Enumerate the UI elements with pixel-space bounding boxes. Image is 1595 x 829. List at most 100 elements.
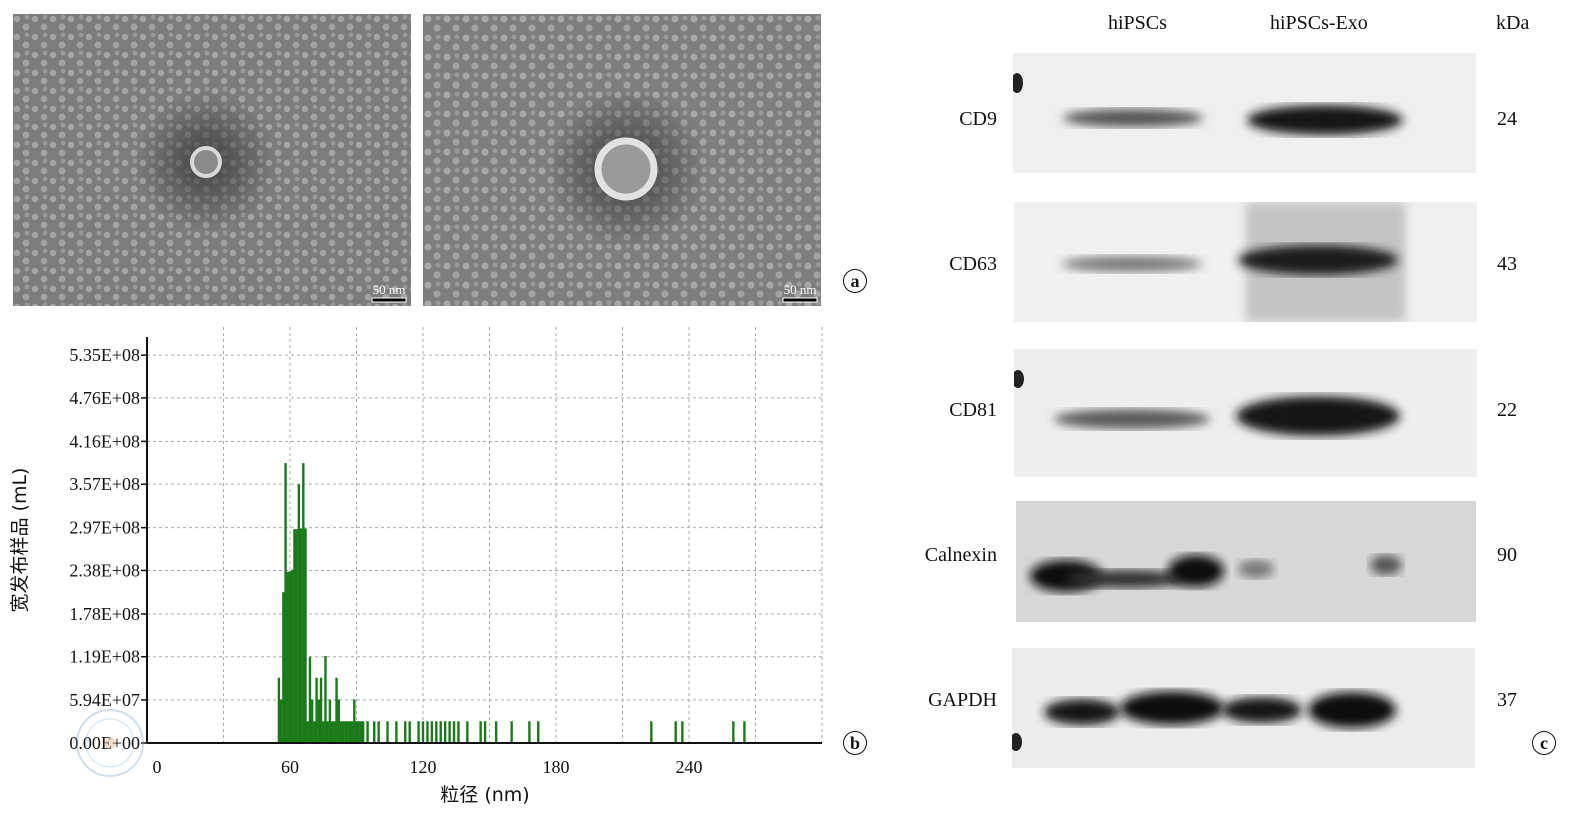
histogram-bar bbox=[293, 529, 296, 743]
histogram-bar bbox=[528, 721, 531, 743]
kda-cd81: 22 bbox=[1497, 399, 1517, 421]
y-tick-label: 2.38E+08 bbox=[69, 560, 140, 580]
blot-strip-cd81 bbox=[1014, 349, 1477, 477]
histogram-bar bbox=[337, 699, 340, 743]
histogram-bar bbox=[366, 721, 369, 743]
histogram-bar bbox=[443, 721, 447, 743]
histogram-bar bbox=[448, 721, 451, 743]
histogram-bar bbox=[279, 699, 283, 743]
histogram-bar bbox=[313, 721, 316, 743]
histogram-bar bbox=[326, 721, 329, 743]
y-tick-label: 1.19E+08 bbox=[69, 647, 140, 667]
panel-badge-b: b bbox=[843, 731, 867, 755]
kda-calnexin: 90 bbox=[1497, 544, 1517, 566]
histogram-bar bbox=[304, 528, 307, 743]
panel-badge-c: c bbox=[1532, 731, 1556, 755]
exosome-vesicle bbox=[190, 146, 222, 178]
histogram-bar bbox=[404, 721, 407, 743]
scale-bar bbox=[371, 297, 407, 303]
histogram-bar bbox=[430, 721, 434, 743]
histogram-bar bbox=[297, 484, 301, 743]
y-tick-label: 5.35E+08 bbox=[69, 345, 140, 365]
histogram-bar bbox=[319, 677, 323, 743]
histogram-bar bbox=[510, 721, 513, 743]
panel-badge-a: a bbox=[843, 269, 867, 293]
blot-strip-cd63 bbox=[1014, 202, 1477, 322]
blot-strip-calnexin bbox=[1016, 501, 1476, 622]
histogram-bar bbox=[344, 721, 347, 743]
y-tick-label: 2.97E+08 bbox=[69, 518, 140, 538]
histogram-bar bbox=[681, 721, 684, 743]
histogram-bar bbox=[310, 699, 314, 743]
histogram-bar bbox=[324, 656, 327, 743]
histogram-bar bbox=[348, 721, 352, 743]
blot-label-cd63: CD63 bbox=[949, 253, 997, 275]
histogram-bar bbox=[284, 463, 287, 743]
y-tick-label: 0.00E+00 bbox=[69, 733, 140, 753]
histogram-bar bbox=[732, 721, 735, 743]
histogram-bar bbox=[355, 721, 358, 743]
histogram-bar bbox=[386, 721, 389, 743]
blot-label-calnexin: Calnexin bbox=[924, 544, 997, 566]
histogram-bar bbox=[537, 721, 540, 743]
histogram-bar bbox=[439, 721, 442, 743]
histogram-bar bbox=[288, 571, 292, 743]
histogram-bar bbox=[282, 592, 285, 743]
histogram-bar bbox=[674, 721, 677, 743]
histogram-bar bbox=[339, 721, 343, 743]
histogram-bar bbox=[452, 721, 456, 743]
tem-image-left: 50 nm bbox=[13, 14, 411, 306]
histogram-bar bbox=[335, 677, 338, 743]
y-tick-label: 5.94E+07 bbox=[69, 690, 140, 710]
column-header-hipscs-exo: hiPSCs-Exo bbox=[1270, 12, 1368, 34]
x-axis-title: 粒径 (nm) bbox=[440, 784, 529, 806]
histogram-bar bbox=[426, 721, 429, 743]
x-tick-label: 0 bbox=[153, 757, 162, 777]
blot-label-cd81: CD81 bbox=[949, 399, 997, 421]
chart-grid bbox=[147, 327, 823, 743]
histogram-bar bbox=[435, 721, 438, 743]
y-tick-label: 1.78E+08 bbox=[69, 604, 140, 624]
scale-bar-label: 50 nm bbox=[373, 282, 406, 297]
y-axis-title: 宽发布样品 (mL) bbox=[9, 468, 31, 613]
histogram-bar bbox=[346, 721, 349, 743]
histogram-bar bbox=[743, 721, 746, 743]
histogram-bar bbox=[299, 528, 303, 743]
histogram-bar bbox=[291, 569, 294, 743]
journal-seal-watermark bbox=[76, 709, 144, 777]
size-distribution-chart: 0.00E+00 5.94E+07 1.19E+08 1.78E+08 2.38E+08… bbox=[9, 327, 823, 806]
y-tick-label: 4.16E+08 bbox=[69, 431, 140, 451]
histogram-bar bbox=[483, 721, 487, 743]
histogram-bar bbox=[342, 721, 345, 743]
x-tick-label: 120 bbox=[410, 757, 437, 777]
histogram-bar bbox=[361, 721, 365, 743]
blot-strip-cd9 bbox=[1013, 53, 1476, 173]
blot-label-cd9: CD9 bbox=[959, 108, 997, 130]
histogram-bar bbox=[395, 721, 398, 743]
histogram-bar bbox=[457, 721, 460, 743]
histogram-bar bbox=[417, 721, 420, 743]
histogram-bar bbox=[330, 721, 334, 743]
kda-gapdh: 37 bbox=[1497, 689, 1517, 711]
kda-header: kDa bbox=[1496, 12, 1530, 34]
tem-image-right: 50 nm bbox=[423, 14, 821, 306]
histogram-bar bbox=[286, 571, 289, 743]
blot-label-gapdh: GAPDH bbox=[928, 689, 997, 711]
histogram-bar bbox=[350, 721, 354, 743]
y-tick-label: 4.76E+08 bbox=[69, 388, 140, 408]
kda-cd9: 24 bbox=[1497, 108, 1517, 130]
exosome-vesicle bbox=[594, 137, 658, 201]
scale-bar-label: 50 nm bbox=[784, 282, 817, 297]
histogram-bar bbox=[315, 677, 318, 743]
histogram-bar bbox=[650, 721, 653, 743]
x-tick-label: 240 bbox=[676, 757, 703, 777]
histogram-bar bbox=[408, 721, 411, 743]
histogram-bar bbox=[306, 721, 309, 743]
kda-cd63: 43 bbox=[1497, 253, 1517, 275]
y-tick-label: 3.57E+08 bbox=[69, 474, 140, 494]
column-header-hipscs: hiPSCs bbox=[1108, 12, 1167, 34]
histogram-bar bbox=[373, 721, 376, 743]
x-tick-label: 180 bbox=[543, 757, 570, 777]
histogram-bar bbox=[377, 721, 380, 743]
histogram-bar bbox=[479, 721, 482, 743]
